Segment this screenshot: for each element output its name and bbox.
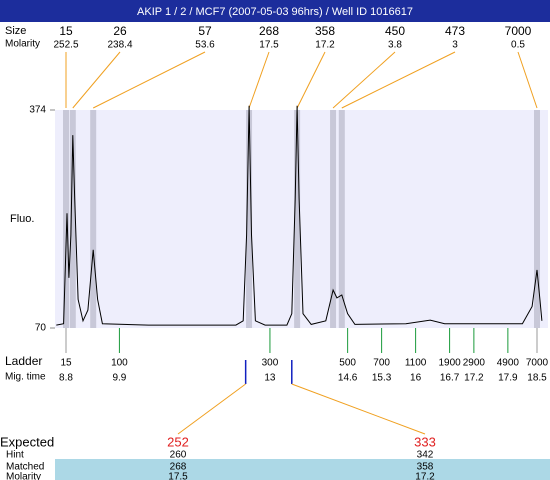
peak-size: 268: [259, 24, 279, 38]
peak-molarity: 17.5: [259, 40, 279, 51]
peak-band: [63, 110, 69, 328]
peak-molarity: 17.2: [315, 40, 335, 51]
ladder-size: 100: [111, 358, 128, 369]
title: AKIP 1 / 2 / MCF7 (2007-05-03 96hrs) / W…: [137, 6, 413, 18]
expected-row-label: Hint: [6, 450, 24, 461]
ladder-time: 17.2: [464, 373, 484, 384]
peak-size: 473: [445, 24, 465, 38]
ladder-size: 15: [60, 358, 72, 369]
peak-band: [294, 110, 301, 328]
peak-molarity: 3: [452, 40, 458, 51]
peak-band: [330, 110, 337, 328]
ladder-size: 4900: [497, 358, 520, 369]
expected-row-label: Matched: [6, 462, 44, 473]
peak-size: 26: [113, 24, 127, 38]
peak-size: 7000: [505, 24, 532, 38]
peak-leader: [332, 51, 396, 109]
expected-row-label: Molarity: [6, 472, 41, 480]
expected-hint: 260: [170, 450, 187, 461]
peak-band: [534, 110, 540, 328]
ladder-time: 18.5: [527, 373, 547, 384]
ladder-size: 2900: [463, 358, 486, 369]
peak-molarity: 238.4: [107, 40, 132, 51]
peak-size: 15: [59, 24, 73, 38]
peak-leader: [296, 51, 326, 109]
ladder-size: 700: [373, 358, 390, 369]
expected-row-label: Expected: [0, 434, 54, 449]
expected-matched: 358: [417, 462, 434, 473]
peak-leader: [92, 51, 206, 109]
ladder-time: 13: [264, 373, 276, 384]
title-bar: [0, 0, 550, 22]
ladder-size: 300: [262, 358, 279, 369]
ladder-time: 16.7: [440, 373, 460, 384]
peak-size: 57: [198, 24, 212, 38]
ladder-time: 15.3: [372, 373, 392, 384]
expected-molarity: 17.5: [168, 472, 188, 480]
y-tick-label: 70: [35, 323, 47, 334]
peak-band: [69, 110, 76, 328]
peak-molarity: 252.5: [53, 40, 78, 51]
matched-band: [55, 459, 550, 480]
peak-leader: [341, 51, 456, 109]
ladder-time: 17.9: [498, 373, 518, 384]
ladder-time: 8.8: [59, 373, 73, 384]
trace: [56, 105, 543, 326]
ladder-time: 16: [410, 373, 422, 384]
peak-band: [246, 110, 253, 328]
ladder-time: 9.9: [112, 373, 126, 384]
molarity-label: Molarity: [5, 39, 40, 50]
peak-molarity: 53.6: [195, 40, 215, 51]
ladder-time: 14.6: [338, 373, 358, 384]
peak-size: 358: [315, 24, 335, 38]
expected-hint: 342: [417, 450, 434, 461]
peak-leader: [248, 51, 270, 109]
expected-leader: [291, 383, 426, 435]
ladder-size: 1100: [405, 358, 427, 369]
peak-leader: [517, 51, 538, 109]
peak-band: [338, 110, 345, 328]
peak-leader: [72, 51, 121, 109]
ladder-label: Ladder: [5, 354, 42, 368]
plot-area: [55, 110, 548, 328]
expected-leader: [177, 383, 246, 435]
expected-matched: 268: [170, 462, 187, 473]
y-label: Fluo.: [10, 213, 34, 225]
peak-band: [90, 110, 97, 328]
size-label: Size: [5, 25, 26, 37]
ladder-size: 1900: [438, 358, 461, 369]
ladder-size: 7000: [526, 358, 549, 369]
peak-molarity: 0.5: [511, 40, 525, 51]
mig-time-label: Mig. time: [5, 372, 46, 383]
expected-expected: 333: [414, 434, 436, 449]
peak-size: 450: [385, 24, 405, 38]
ladder-size: 500: [339, 358, 356, 369]
expected-molarity: 17.2: [415, 472, 435, 480]
y-tick-label: 374: [29, 105, 46, 116]
expected-expected: 252: [167, 434, 189, 449]
peak-molarity: 3.8: [388, 40, 402, 51]
